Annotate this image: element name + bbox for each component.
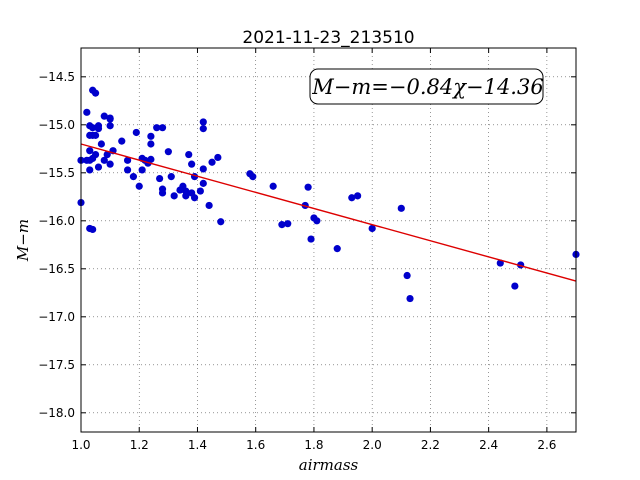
x-tick-label: 1.8 (304, 438, 323, 452)
data-point (132, 128, 140, 137)
annotation-box (309, 68, 544, 105)
ticks (80, 48, 576, 432)
data-point (205, 201, 213, 210)
y-tick-label: −17.5 (38, 358, 75, 372)
data-point (158, 185, 167, 193)
data-point (147, 140, 155, 148)
data-point (214, 153, 222, 162)
data-point (348, 194, 356, 202)
data-point (368, 224, 376, 233)
data-point (190, 194, 199, 202)
data-point (333, 245, 341, 253)
data-point (106, 122, 114, 130)
plot-area (81, 48, 576, 432)
data-point (138, 166, 146, 174)
y-tick-label: −15.0 (38, 118, 75, 132)
data-point (164, 148, 172, 156)
data-point (185, 150, 193, 159)
x-tick-label: 2.4 (479, 438, 498, 452)
data-point (269, 182, 277, 190)
data-point (199, 118, 207, 126)
data-point (129, 173, 138, 181)
x-tick-label: 2.6 (537, 438, 556, 452)
data-point (199, 179, 207, 187)
data-point (123, 156, 132, 164)
y-tick-label: −15.5 (38, 166, 75, 180)
data-point (511, 282, 519, 290)
fit-equation-annotation: M−m=−0.84χ−14.36 (311, 75, 543, 99)
x-tick-label: 1.6 (246, 438, 265, 452)
data-point (199, 125, 207, 133)
fit-line (80, 143, 577, 282)
data-point (304, 183, 312, 191)
data-point (135, 182, 143, 190)
data-point (156, 174, 164, 183)
x-tick-label: 1.4 (188, 438, 207, 452)
data-point (199, 165, 207, 173)
data-point (284, 220, 292, 228)
x-tick-label: 2.2 (421, 438, 440, 452)
data-point (89, 124, 97, 132)
y-tick-label: −16.5 (38, 262, 75, 276)
data-point (307, 235, 315, 243)
data-point (170, 192, 178, 200)
data-point (94, 125, 103, 133)
data-points (77, 86, 580, 303)
data-point (158, 124, 167, 132)
data-point (147, 132, 155, 140)
chart-title: 2021-11-23_213510 (242, 28, 414, 48)
data-point (196, 187, 204, 195)
y-axis-label: M−m (14, 219, 32, 262)
plot-frame (80, 47, 577, 433)
data-point (153, 124, 161, 132)
x-tick-label: 2.0 (363, 438, 382, 452)
data-point (106, 115, 114, 123)
x-tick-label: 1.0 (71, 438, 90, 452)
data-point (83, 108, 91, 116)
data-point (182, 187, 190, 195)
data-point (354, 192, 362, 200)
data-point (94, 163, 103, 171)
y-tick-label: −14.5 (38, 70, 75, 84)
data-point (91, 131, 100, 139)
data-point (123, 166, 132, 174)
data-point (86, 147, 94, 155)
x-tick-label: 1.2 (130, 438, 149, 452)
data-point (89, 225, 97, 234)
data-point (188, 160, 196, 168)
data-point (86, 166, 94, 174)
y-tick-label: −16.0 (38, 214, 75, 228)
data-point (91, 150, 100, 159)
data-point (103, 150, 111, 159)
data-point (100, 112, 108, 120)
x-axis-label: airmass (299, 456, 359, 474)
data-point (249, 173, 257, 181)
y-tick-label: −17.0 (38, 310, 75, 324)
data-point (118, 137, 126, 145)
data-point (167, 173, 175, 181)
y-tick-label: −18.0 (38, 406, 75, 420)
data-point (106, 160, 114, 168)
data-point (97, 140, 105, 148)
data-point (403, 271, 411, 280)
grid (80, 48, 576, 432)
data-point (217, 218, 225, 226)
data-point (147, 155, 155, 163)
data-point (91, 89, 100, 97)
data-point (313, 217, 321, 225)
data-point (100, 156, 108, 164)
data-point (208, 158, 216, 166)
tick-labels: 1.0 1.2 1.4 1.6 1.8 2.0 2.2 2.4 2.6 −14.5 −15.0 −15… (38, 70, 556, 452)
data-point (406, 294, 414, 303)
data-point (278, 221, 286, 229)
data-point (397, 204, 405, 212)
